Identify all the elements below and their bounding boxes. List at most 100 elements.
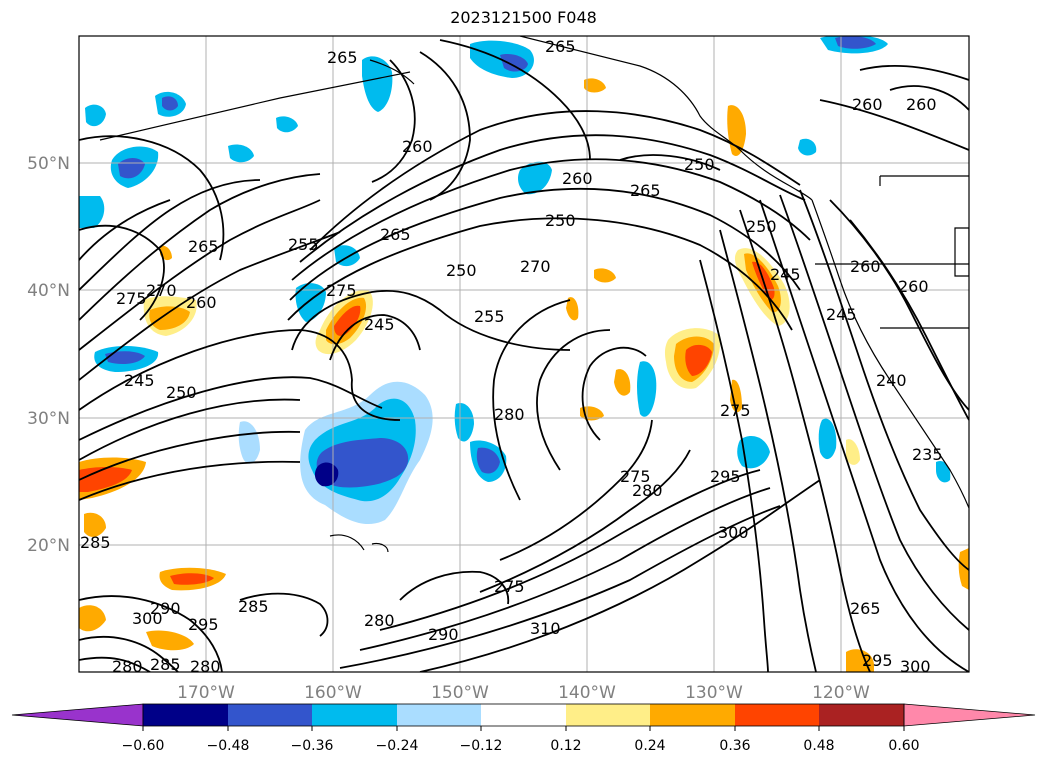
contour-label: 275 [116, 289, 147, 308]
colorbar-extend-low [11, 703, 144, 727]
contour-label: 250 [545, 211, 576, 230]
contour-label: 245 [770, 265, 801, 284]
colorbar-frame [142, 703, 905, 727]
contour-label: 280 [632, 481, 663, 500]
contour-label: 245 [826, 305, 857, 324]
neg-shade-e2 [818, 418, 837, 460]
map-grid [79, 36, 969, 672]
pos-shade-e3 [846, 439, 860, 465]
contour-label: 310 [530, 619, 561, 638]
contour-label: 260 [852, 95, 883, 114]
contour-label: 275 [620, 467, 651, 486]
contour-label: 245 [364, 315, 395, 334]
pos-shade-c2 [566, 297, 579, 321]
contour-label: 270 [520, 257, 551, 276]
contour-label: 280 [112, 657, 143, 676]
pos-shade-sw1-core [170, 573, 214, 585]
neg-shade-ne-core [835, 36, 876, 49]
contour-label: 280 [190, 657, 221, 676]
contour-label: 265 [380, 225, 411, 244]
neg-shade-aleutian [362, 56, 393, 112]
contour-label: 290 [150, 599, 181, 618]
contour-label: 235 [912, 445, 943, 464]
colorbar-tick-label: 0.36 [719, 738, 750, 754]
colorbar-swatch [143, 704, 228, 726]
pos-shade-c4 [594, 268, 616, 283]
contour-label: 265 [188, 237, 219, 256]
colorbar-swatch [566, 704, 650, 726]
neg-shade-e4 [798, 138, 817, 156]
contour-label: 255 [474, 307, 505, 326]
contour-label: 260 [186, 293, 217, 312]
colorbar-tick-label: −0.48 [207, 738, 250, 754]
neg-shade-w4 [79, 196, 105, 228]
contour-label: 275 [326, 281, 357, 300]
colorbar-swatch [735, 704, 819, 726]
colorbar-tick-label: 0.60 [888, 738, 919, 754]
colorbar-swatch [312, 704, 397, 726]
colorbar-swatch [819, 704, 904, 726]
lat-tick-label: 40°N [27, 281, 70, 301]
neg-shade-c3-core [476, 447, 500, 474]
contour-label: 295 [710, 467, 741, 486]
contour-label: 285 [238, 597, 269, 616]
pos-shade-sw4 [84, 512, 106, 537]
lat-tick-label: 20°N [27, 536, 70, 556]
contour-label: 300 [132, 609, 163, 628]
colorbar-extend-high [903, 703, 1036, 727]
pos-shade-c3 [614, 369, 631, 396]
colorbar-swatch [650, 704, 735, 726]
contour-label: 260 [906, 95, 937, 114]
contour-label: 300 [900, 657, 931, 676]
pos-shade-e2 [730, 379, 742, 413]
contour-label: 260 [850, 257, 881, 276]
colorbar-tick-label: 0.48 [803, 738, 834, 754]
contour-label: 240 [876, 371, 907, 390]
contour-label: 300 [718, 523, 749, 542]
pos-shade-n1 [584, 78, 606, 93]
neg-shade-c5 [637, 361, 657, 417]
contour-label: 275 [494, 577, 525, 596]
lon-tick-labels: 170°W 160°W 150°W 140°W 130°W 120°W [177, 683, 870, 703]
contour-label: 250 [446, 261, 477, 280]
contour-label: 255 [288, 235, 319, 254]
map-title: 2023121500 F048 [450, 8, 597, 27]
lon-tick-label: 120°W [812, 683, 870, 703]
neg-shade-north-core [500, 54, 528, 72]
colorbar-tick-label: −0.24 [376, 738, 419, 754]
height-contours [79, 39, 969, 672]
contour-labels: 265 265 260 260 260 260 250 265 250 265 … [80, 37, 943, 676]
contour-label: 265 [850, 599, 881, 618]
contour-label: 275 [720, 401, 751, 420]
pos-shade-c1-core [334, 305, 361, 336]
contour-label: 250 [746, 217, 777, 236]
pos-shade-e1-core [685, 344, 712, 376]
colorbar-swatch [397, 704, 481, 726]
colorbar-tick-label: 0.24 [634, 738, 665, 754]
lat-tick-label: 50°N [27, 154, 70, 174]
contour-label: 250 [684, 155, 715, 174]
contour-label: 260 [562, 169, 593, 188]
pos-shade-w2-core [149, 306, 190, 330]
map-frame [78, 35, 970, 673]
lon-tick-label: 160°W [304, 683, 362, 703]
contour-label: 265 [327, 48, 358, 67]
contour-label: 245 [124, 371, 155, 390]
contour-label: 265 [630, 181, 661, 200]
neg-shade-max [314, 462, 339, 487]
neg-shade-strong [316, 438, 409, 488]
colorbar-tick-label: 0.12 [550, 738, 581, 754]
colorbar-swatch [228, 704, 312, 726]
neg-shade-w1-core [162, 96, 178, 111]
contour-label: 285 [80, 533, 111, 552]
neg-shade-e3 [936, 460, 951, 483]
pos-shade-se2 [958, 548, 969, 590]
neg-shade-w5-core [105, 351, 145, 364]
lon-tick-label: 170°W [177, 683, 235, 703]
neg-shade-w2 [85, 104, 106, 127]
neg-shade-w7 [276, 116, 298, 133]
contour-label: 280 [494, 405, 525, 424]
contour-label: 295 [188, 615, 219, 634]
lat-tick-label: 30°N [27, 409, 70, 429]
